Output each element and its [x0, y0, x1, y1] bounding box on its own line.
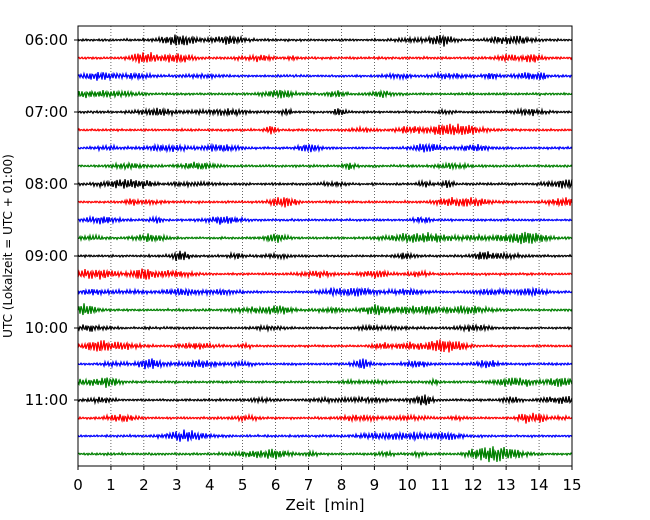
trace-0900	[77, 250, 573, 262]
y-axis: 06:00 07:00 08:00 09:00 10:00 11:00	[25, 31, 78, 409]
x-tick-label: 0	[73, 476, 83, 494]
x-tick-label: 4	[205, 476, 215, 494]
y-tick-label: 10:00	[25, 319, 68, 337]
y-tick-label: 09:00	[25, 247, 68, 265]
trace-0915	[77, 268, 573, 280]
plot-frame	[77, 25, 573, 467]
trace-1045	[77, 377, 573, 388]
x-tick-label: 7	[304, 476, 314, 494]
y-tick-label: 06:00	[25, 31, 68, 49]
traces	[77, 34, 573, 463]
trace-1100	[77, 394, 573, 406]
trace-1145	[77, 446, 573, 463]
x-tick-label: 10	[398, 476, 417, 494]
x-axis: 0 1 2 3 4 5 6 7 8 9 10 11 12 13 14 15	[73, 466, 582, 494]
x-tick-label: 8	[337, 476, 347, 494]
trace-0815	[77, 196, 573, 208]
x-tick-label: 9	[370, 476, 380, 494]
x-tick-label: 2	[139, 476, 149, 494]
y-tick-label: 07:00	[25, 103, 68, 121]
y-tick-label: 08:00	[25, 175, 68, 193]
trace-0700	[77, 106, 573, 118]
trace-0845	[77, 231, 573, 245]
x-tick-label: 12	[464, 476, 483, 494]
trace-0600	[77, 34, 573, 47]
x-tick-label: 14	[530, 476, 549, 494]
grid	[110, 26, 540, 466]
trace-0645	[77, 89, 573, 100]
y-axis-label: UTC (Lokalzeit = UTC + 01:00)	[1, 154, 15, 338]
trace-0745	[77, 161, 573, 172]
trace-1000	[77, 323, 573, 333]
x-tick-label: 6	[271, 476, 281, 494]
x-axis-label: Zeit [min]	[285, 496, 364, 514]
y-tick-label: 11:00	[25, 391, 68, 409]
trace-1030	[77, 358, 573, 370]
trace-0715	[77, 123, 573, 136]
x-tick-label: 1	[106, 476, 116, 494]
trace-0630	[77, 70, 573, 82]
x-tick-label: 3	[172, 476, 182, 494]
x-tick-label: 13	[497, 476, 516, 494]
trace-0830	[77, 214, 573, 225]
trace-1130	[77, 429, 573, 442]
trace-1115	[77, 412, 573, 424]
x-tick-label: 5	[238, 476, 248, 494]
trace-0800	[77, 178, 573, 190]
trace-0730	[77, 142, 573, 154]
trace-0615	[77, 52, 573, 64]
trace-1015	[77, 339, 573, 353]
trace-0930	[77, 286, 573, 298]
x-tick-label: 15	[562, 476, 581, 494]
x-tick-label: 11	[431, 476, 450, 494]
trace-0945	[77, 303, 573, 316]
